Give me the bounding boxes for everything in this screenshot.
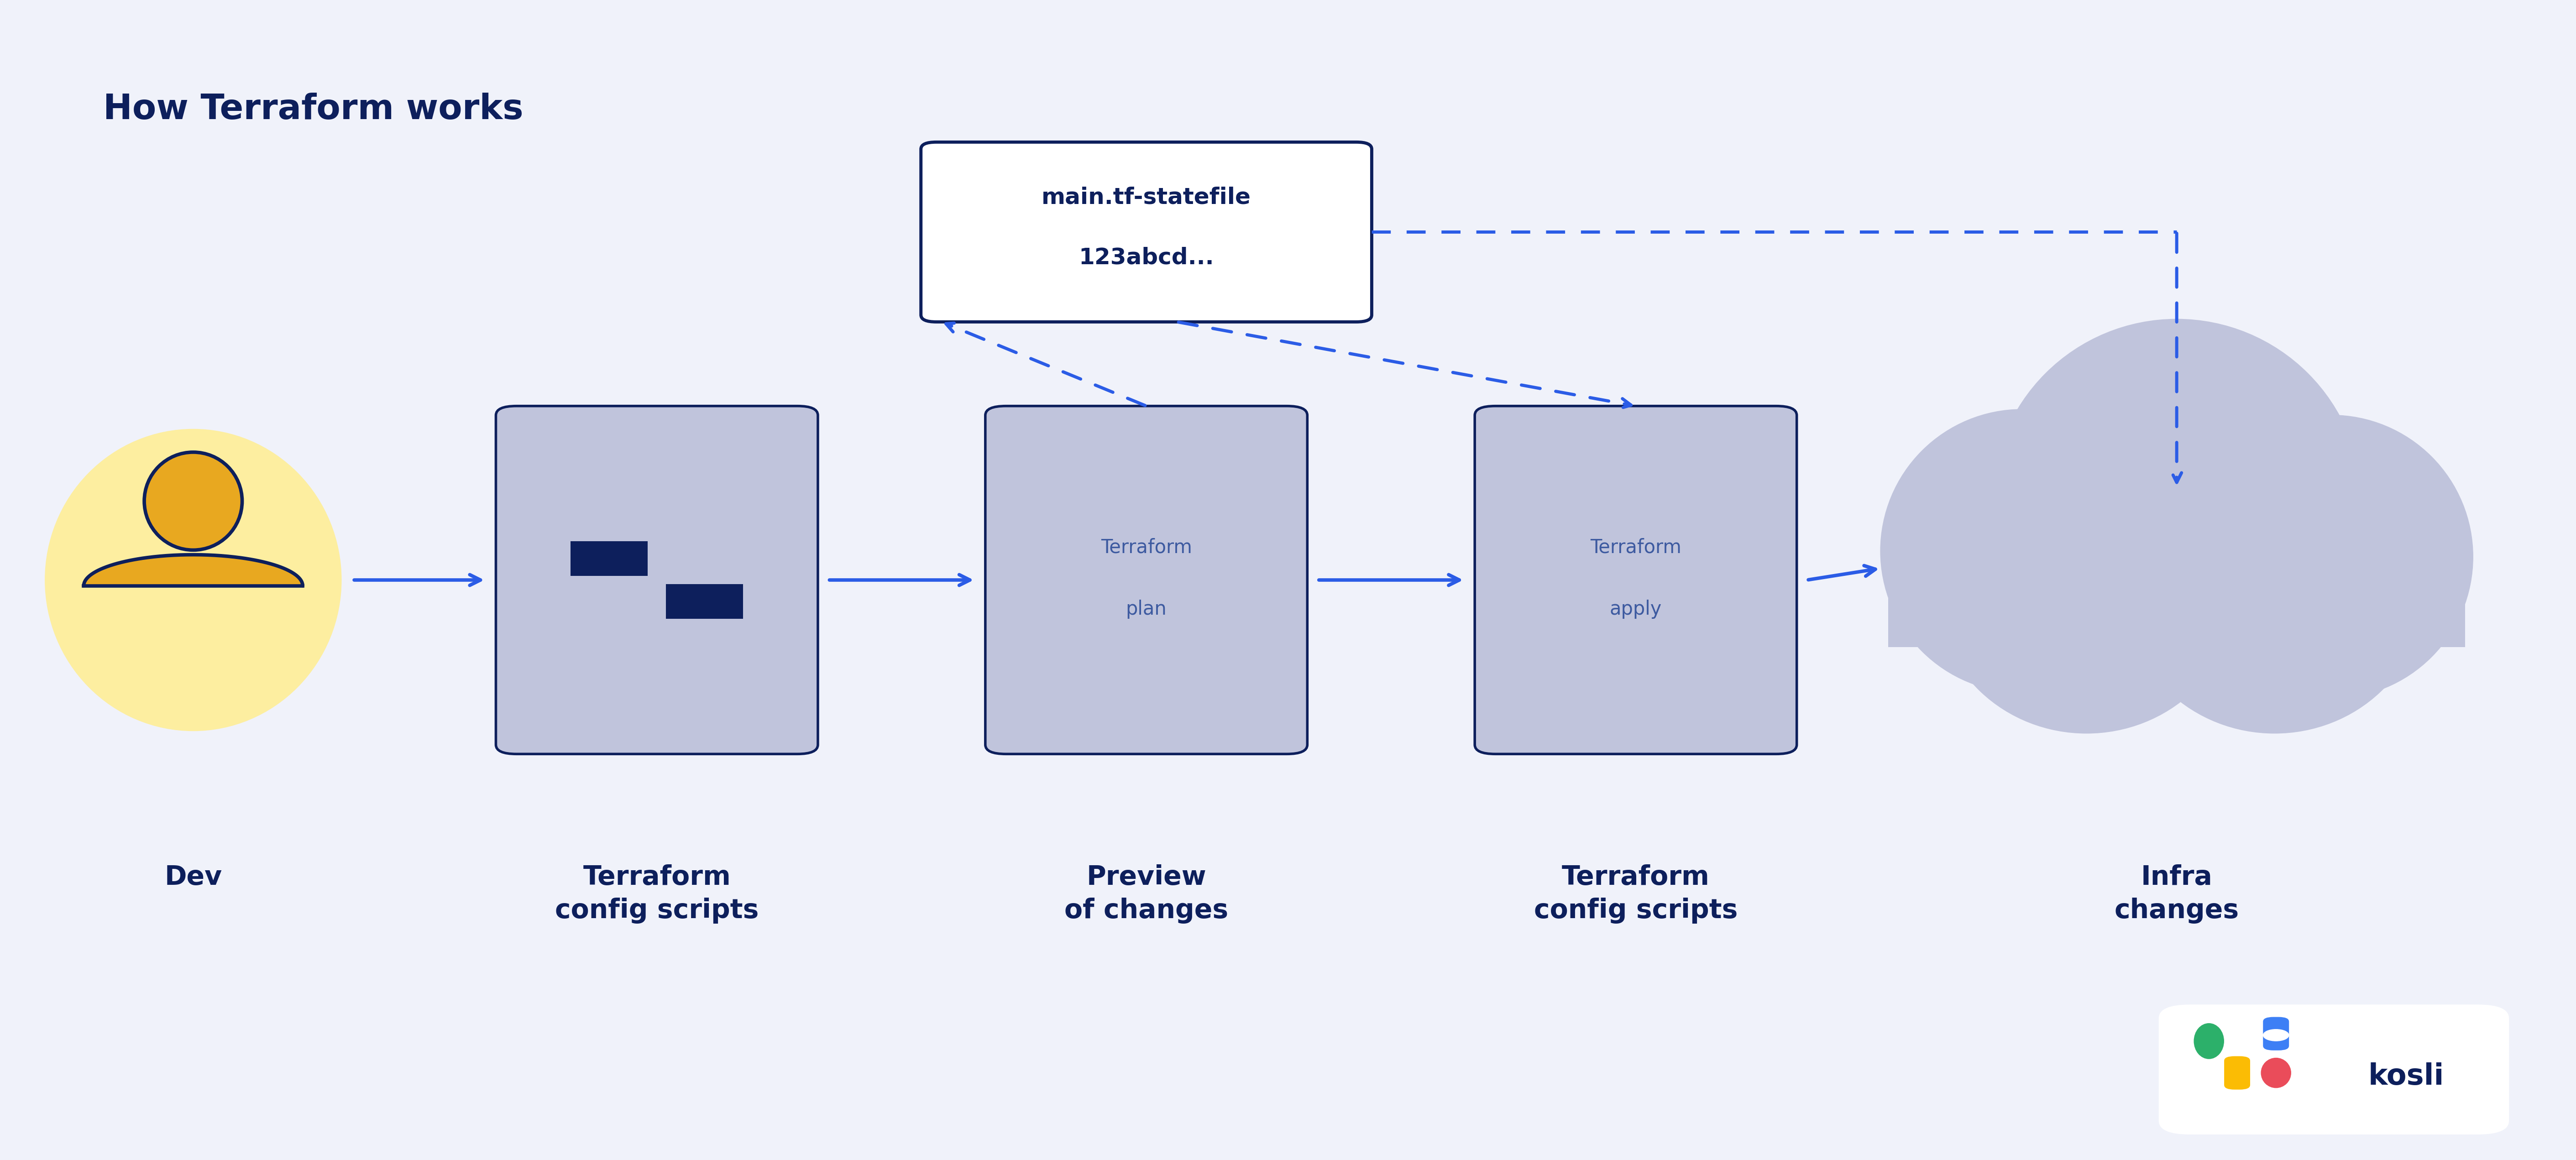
PathPatch shape xyxy=(82,554,304,586)
Ellipse shape xyxy=(1991,319,2362,690)
FancyBboxPatch shape xyxy=(1888,549,2465,647)
FancyBboxPatch shape xyxy=(665,583,742,619)
Text: plan: plan xyxy=(1126,600,1167,618)
FancyBboxPatch shape xyxy=(2264,1017,2290,1051)
FancyBboxPatch shape xyxy=(495,406,819,754)
Text: Preview
of changes: Preview of changes xyxy=(1064,864,1229,923)
Ellipse shape xyxy=(44,429,340,731)
Text: Terraform
config scripts: Terraform config scripts xyxy=(554,864,760,923)
FancyBboxPatch shape xyxy=(2223,1056,2251,1089)
Text: 123abcd...: 123abcd... xyxy=(1079,247,1213,268)
Text: Terraform: Terraform xyxy=(1589,538,1682,557)
FancyBboxPatch shape xyxy=(2159,1005,2509,1134)
Ellipse shape xyxy=(2262,1058,2290,1088)
Text: apply: apply xyxy=(1610,600,1662,618)
Ellipse shape xyxy=(2125,450,2424,733)
Text: Terraform
config scripts: Terraform config scripts xyxy=(1533,864,1739,923)
Ellipse shape xyxy=(144,452,242,550)
Text: How Terraform works: How Terraform works xyxy=(103,93,523,126)
Ellipse shape xyxy=(2190,415,2473,698)
Ellipse shape xyxy=(2195,1023,2223,1059)
Text: main.tf-statefile: main.tf-statefile xyxy=(1041,187,1252,208)
FancyBboxPatch shape xyxy=(572,541,649,577)
Circle shape xyxy=(2264,1029,2290,1041)
Text: Dev: Dev xyxy=(165,864,222,890)
FancyBboxPatch shape xyxy=(1473,406,1798,754)
FancyBboxPatch shape xyxy=(984,406,1309,754)
FancyBboxPatch shape xyxy=(922,142,1370,321)
Text: Infra
changes: Infra changes xyxy=(2115,864,2239,923)
Ellipse shape xyxy=(1880,409,2164,693)
Ellipse shape xyxy=(1937,450,2236,733)
Text: Terraform: Terraform xyxy=(1100,538,1193,557)
Text: kosli: kosli xyxy=(2367,1063,2445,1090)
